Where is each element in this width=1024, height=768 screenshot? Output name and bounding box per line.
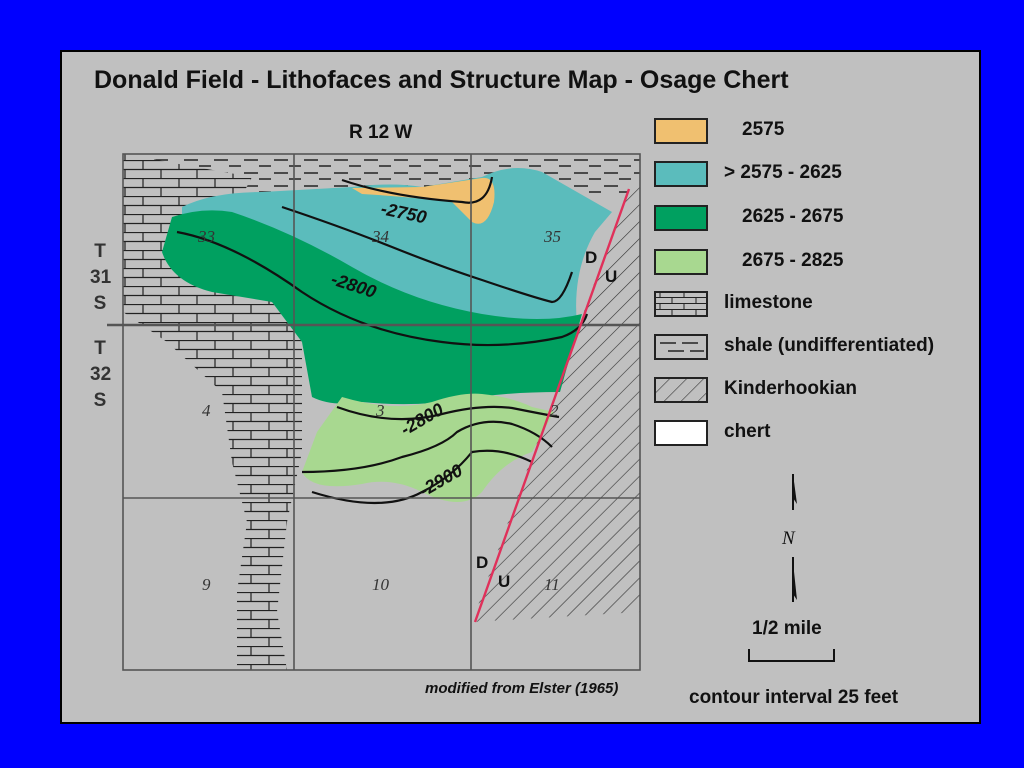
range-label: R 12 W — [349, 122, 413, 143]
contour-interval-note: contour interval 25 feet — [689, 687, 899, 708]
section-11: 11 — [544, 575, 560, 594]
legend-swatch — [654, 377, 708, 403]
map-canvas: -2750 -2800 -2800 -2900 33 34 35 4 3 2 9… — [107, 153, 835, 671]
fault-label-d-lower: D — [476, 553, 488, 572]
legend-swatch — [654, 249, 708, 275]
fault-line — [473, 188, 631, 623]
section-10: 10 — [372, 575, 390, 594]
legend-swatch — [654, 291, 708, 317]
section-33: 33 — [197, 227, 215, 246]
map-title: Donald Field - Lithofaces and Structure … — [94, 66, 789, 94]
scale-label: 1/2 mile — [752, 618, 822, 639]
section-2: 2 — [550, 401, 559, 420]
section-9: 9 — [202, 575, 211, 594]
section-3: 3 — [375, 401, 385, 420]
contour-lines — [176, 176, 589, 505]
north-label: N — [782, 528, 795, 549]
section-35: 35 — [543, 227, 561, 246]
facies-2575 — [352, 177, 495, 224]
legend-swatch — [654, 205, 708, 231]
legend-swatch — [654, 334, 708, 360]
north-arrow — [792, 474, 797, 602]
section-4: 4 — [202, 401, 211, 420]
facies-2625-2675 — [162, 210, 582, 405]
section-grid — [122, 153, 641, 671]
map-panel: Donald Field - Lithofaces and Structure … — [60, 50, 981, 724]
legend-swatch — [654, 161, 708, 187]
scale-bar — [748, 649, 835, 662]
legend-swatch — [654, 420, 708, 446]
fault-label-d-upper: D — [585, 248, 597, 267]
fault-label-u-upper: U — [605, 267, 617, 286]
source-credit: modified from Elster (1965) — [425, 680, 619, 697]
legend-swatch — [654, 118, 708, 144]
section-34: 34 — [371, 227, 390, 246]
fault-label-u-lower: U — [498, 572, 510, 591]
limestone-area — [123, 154, 302, 670]
